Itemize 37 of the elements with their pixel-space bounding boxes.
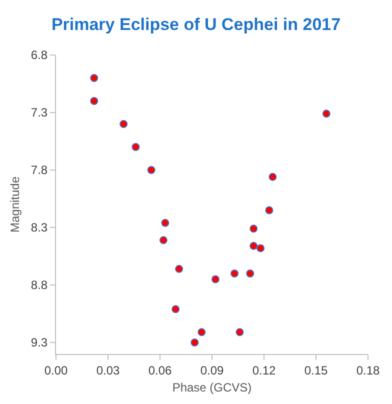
y-tick-label: 8.3: [30, 220, 48, 235]
point: [90, 74, 98, 82]
y-tick-label: 9.3: [30, 336, 48, 350]
point: [132, 143, 140, 151]
chart-title: Primary Eclipse of U Cephei in 2017: [51, 15, 341, 34]
point: [268, 172, 277, 181]
point: [236, 328, 244, 336]
point: [230, 270, 239, 278]
x-tick-label: 0.00: [44, 363, 68, 378]
y-tick-label: 8.8: [30, 278, 48, 292]
point: [159, 236, 168, 244]
point: [322, 110, 330, 118]
point: [256, 244, 265, 252]
point: [211, 275, 220, 284]
y-tick-label: 6.8: [30, 48, 48, 62]
x-axis-title: Phase (GCVS): [172, 380, 252, 394]
point: [190, 338, 199, 346]
point: [172, 305, 180, 314]
x-tick-label: 0.15: [304, 363, 328, 378]
x-tick-label: 0.03: [96, 363, 120, 378]
x-tick-label: 0.06: [148, 363, 172, 378]
x-tick-label: 0.12: [252, 363, 276, 378]
y-tick-label: 7.3: [30, 106, 48, 120]
point: [90, 97, 98, 105]
point: [175, 264, 184, 273]
x-tick-label: 0.09: [200, 363, 224, 378]
x-tick-label: 0.18: [356, 363, 380, 378]
point: [161, 218, 170, 227]
y-tick-label: 7.8: [30, 163, 48, 178]
point: [120, 120, 128, 128]
point: [246, 270, 254, 278]
point: [250, 224, 258, 233]
point: [198, 328, 206, 336]
point: [265, 206, 274, 214]
y-axis-title: Magnitude: [8, 176, 22, 233]
point: [147, 166, 156, 174]
point: [250, 242, 258, 250]
